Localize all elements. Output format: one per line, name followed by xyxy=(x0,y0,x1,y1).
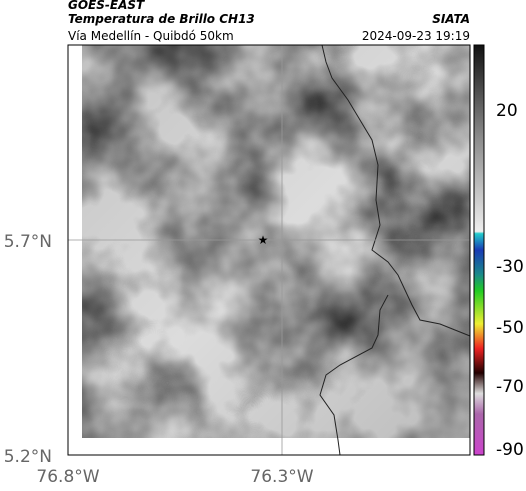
colorbar xyxy=(473,44,485,456)
lat-label: 5.7°N xyxy=(4,232,52,252)
colorbar-tick-label: -90 xyxy=(496,440,524,460)
lat-label: 5.2°N xyxy=(4,447,52,467)
colorbar-tick-label: 20 xyxy=(496,101,518,121)
lon-label: 76.3°W xyxy=(250,467,313,487)
timestamp: 2024-09-23 19:19 xyxy=(362,29,470,43)
colorbar-tick-label: -70 xyxy=(496,377,524,397)
brand: SIATA xyxy=(432,12,470,26)
colorbar-tick-label: -30 xyxy=(496,257,524,277)
lon-label: 76.8°W xyxy=(36,467,99,487)
colorbar-ticks: 20 -30 -50 -70 -90 xyxy=(496,101,524,460)
subtitle: Vía Medellín - Quibdó 50km xyxy=(68,29,234,43)
colorbar-tick-label: -50 xyxy=(496,318,524,338)
title: Temperatura de Brillo CH13 xyxy=(68,12,255,26)
graticule xyxy=(68,45,470,455)
boundaries xyxy=(319,44,471,456)
source: GOES-EAST xyxy=(68,0,145,12)
axis-labels: 5.7°N 5.2°N 76.8°W 76.3°W xyxy=(4,232,314,487)
satellite-image xyxy=(82,45,470,438)
location-marker: ★ xyxy=(258,233,269,247)
map-frame xyxy=(67,44,471,456)
